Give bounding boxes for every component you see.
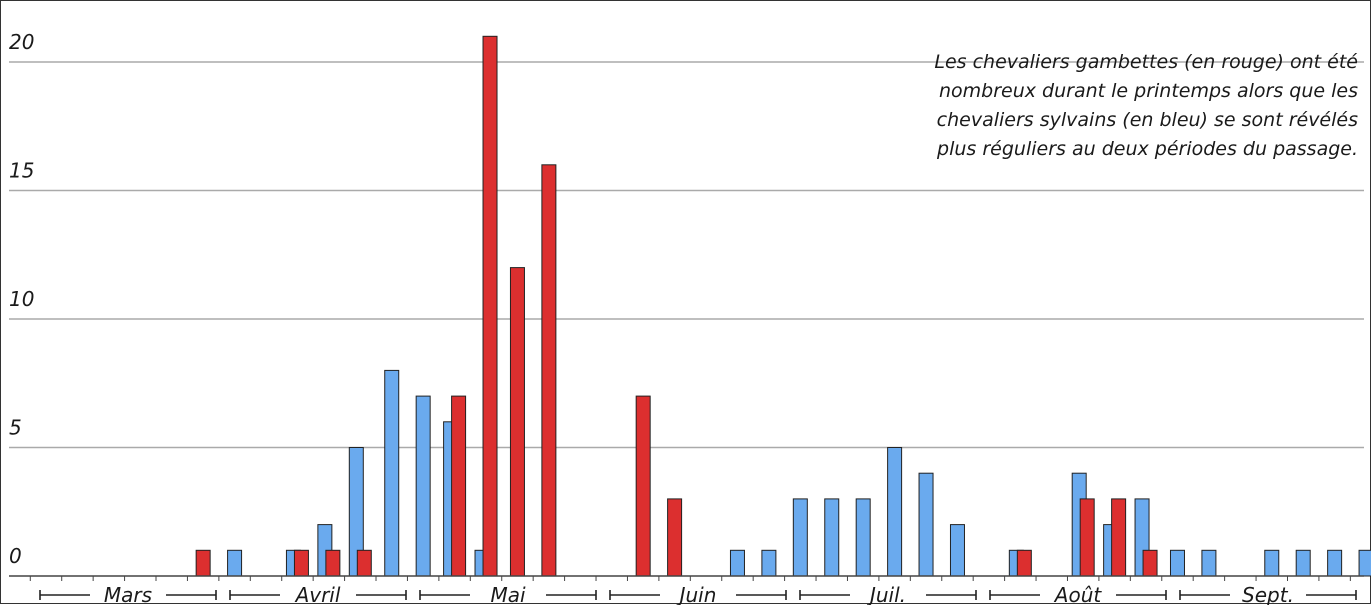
bar-blue xyxy=(1264,549,1280,577)
bar-blue xyxy=(761,549,777,577)
y-tick-label: 0 xyxy=(9,544,22,568)
bar-blue xyxy=(1201,549,1217,577)
bar-blue xyxy=(1327,549,1343,577)
bar-red xyxy=(451,395,467,577)
y-tick-label: 5 xyxy=(9,416,22,440)
bar-red xyxy=(667,498,683,577)
bar-red xyxy=(541,164,557,577)
month-label: Mars xyxy=(104,583,152,605)
y-tick-label: 10 xyxy=(9,287,34,311)
y-tick-label: 20 xyxy=(9,30,34,54)
annotation-line-1: Les chevaliers gambettes (en rouge) ont … xyxy=(934,51,1358,73)
bar-blue xyxy=(824,498,840,577)
bar-blue xyxy=(918,472,934,577)
bar-blue xyxy=(1358,549,1371,577)
annotation-line-3: chevaliers sylvains (en bleu) se sont ré… xyxy=(936,109,1358,131)
bar-red xyxy=(1016,549,1032,577)
bar-red xyxy=(195,549,211,577)
bar-blue xyxy=(1169,549,1185,577)
month-label: Sept. xyxy=(1242,583,1294,605)
bar-blue xyxy=(855,498,871,577)
month-label: Mai xyxy=(490,583,526,605)
bar-blue xyxy=(887,447,903,577)
bar-blue xyxy=(792,498,808,577)
bar-blue xyxy=(729,549,745,577)
bar-red xyxy=(356,549,372,577)
bar-red xyxy=(635,395,651,577)
bar-red xyxy=(1142,549,1158,577)
bar-red xyxy=(509,267,525,577)
annotation-line-4: plus réguliers au deux périodes du passa… xyxy=(937,138,1358,160)
bar-blue xyxy=(1295,549,1311,577)
month-label: Avril xyxy=(294,583,341,605)
y-tick-label: 15 xyxy=(9,159,34,183)
annotation-line-2: nombreux durant le printemps alors que l… xyxy=(939,80,1358,102)
bar-blue xyxy=(949,524,965,577)
bar-blue xyxy=(415,395,431,577)
bar-red xyxy=(325,549,341,577)
month-label: Juil. xyxy=(866,583,906,605)
bar-blue xyxy=(384,369,400,577)
bar-red xyxy=(1079,498,1095,577)
month-label: Août xyxy=(1053,583,1103,605)
chart-annotation: Les chevaliers gambettes (en rouge) ont … xyxy=(838,48,1358,164)
bar-red xyxy=(1111,498,1127,577)
month-label: Juin xyxy=(676,583,717,605)
bar-red xyxy=(293,549,309,577)
bar-blue xyxy=(227,549,243,577)
bar-red xyxy=(482,35,498,577)
